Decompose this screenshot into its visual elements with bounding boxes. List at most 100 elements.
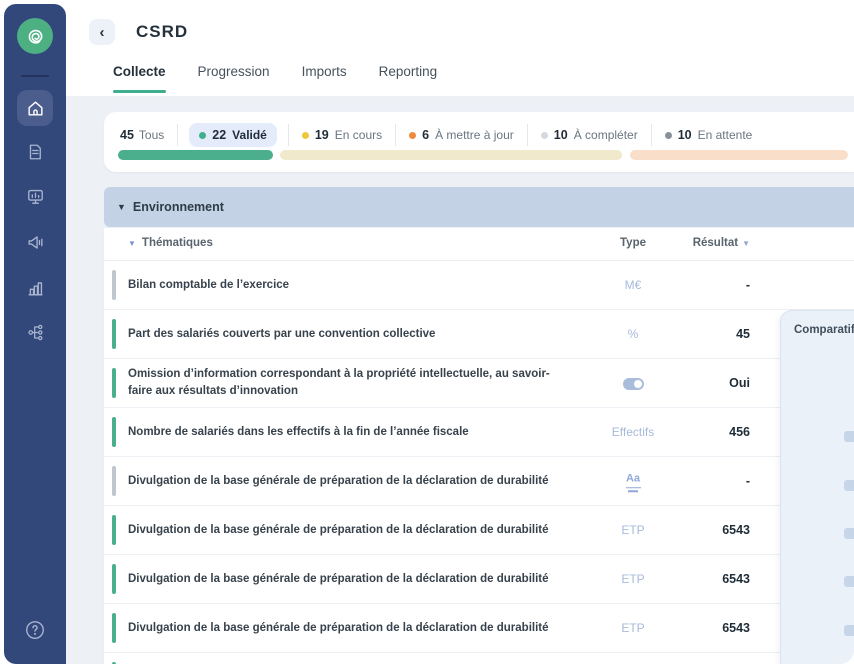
comparatif-skeleton-bar <box>844 480 854 491</box>
filter-count: 22 <box>212 128 227 142</box>
row-result: 6543 <box>722 572 750 586</box>
filter-à-mettre-à-jour[interactable]: 6 À mettre à jour <box>407 128 516 142</box>
row-status-bar <box>112 613 116 643</box>
row-status-bar <box>112 564 116 594</box>
progress-segment <box>280 150 622 160</box>
row-status-bar <box>112 368 116 398</box>
column-thematiques-label: Thématiques <box>141 237 213 249</box>
filter-en-attente[interactable]: 10 En attente <box>663 128 755 142</box>
help-button[interactable] <box>21 618 49 646</box>
sidebar-item-announcements[interactable] <box>17 224 53 260</box>
table-row[interactable]: Bilan comptable de l’exercice M€ - <box>104 261 854 310</box>
filter-separator <box>177 124 179 146</box>
table-row[interactable]: Divulgation de la base générale de prépa… <box>104 555 854 604</box>
table-header-row: ▼ Thématiques Type Résultat ▼ <box>104 228 854 261</box>
main-content: 45 Tous 22 Validé 19 En cours 6 À mettre à jo… <box>66 96 854 664</box>
row-result: - <box>745 278 750 292</box>
sidebar-item-documents[interactable] <box>17 134 53 170</box>
row-label: Divulgation de la base générale de prépa… <box>128 474 549 487</box>
row-label: Nombre de salariés dans les effectifs à … <box>128 425 469 438</box>
filter-separator <box>395 124 397 146</box>
table-row[interactable]: Nombre de salariés dans les effectifs à … <box>104 408 854 457</box>
filter-count: 10 <box>677 128 692 142</box>
status-dot-icon <box>199 131 207 139</box>
tab-reporting[interactable]: Reporting <box>378 64 438 79</box>
filter-count: 6 <box>422 128 430 142</box>
row-type: Effectifs <box>611 425 655 439</box>
row-label: Divulgation de la base générale de prépa… <box>128 621 549 634</box>
row-result: - <box>745 474 750 488</box>
section-title: Environnement <box>132 200 224 214</box>
megaphone-icon <box>26 233 45 252</box>
comparatif-skeleton-bar <box>844 431 854 442</box>
sidebar <box>4 4 66 664</box>
data-table: ▼ Thématiques Type Résultat ▼ Bilan compt… <box>104 228 854 664</box>
row-label: Divulgation de la base générale de prépa… <box>128 572 549 585</box>
row-status-bar <box>112 319 116 349</box>
tab-collecte[interactable]: Collecte <box>113 64 166 93</box>
row-type <box>593 376 673 390</box>
filter-en-cours[interactable]: 19 En cours <box>300 128 384 142</box>
filter-validé[interactable]: 22 Validé <box>189 123 277 147</box>
row-status-bar <box>112 270 116 300</box>
row-type: % <box>627 327 639 341</box>
row-label: Part des salariés couverts par une conve… <box>128 327 436 340</box>
row-label: Omission d’information correspondant à l… <box>128 368 550 397</box>
sidebar-item-analytics[interactable] <box>17 270 53 306</box>
row-type: M€ <box>624 278 642 292</box>
table-row[interactable]: Divulgation de la base générale de prépa… <box>104 604 854 653</box>
row-status-bar <box>112 662 116 664</box>
row-status-bar <box>112 466 116 496</box>
comparatif-skeleton-bar <box>844 528 854 539</box>
comparatif-title: Comparatif <box>794 324 854 336</box>
comparatif-skeleton-bar <box>844 625 854 636</box>
row-type: ETP <box>621 572 645 586</box>
filter-label: En attente <box>697 128 753 142</box>
section-header-environnement[interactable]: ▼ Environnement <box>104 187 854 227</box>
bar-chart-icon <box>26 279 45 298</box>
document-icon <box>26 143 44 161</box>
table-row[interactable]: Part des salariés couverts par une conve… <box>104 310 854 359</box>
row-result: 45 <box>736 327 750 341</box>
row-result: 6543 <box>722 621 750 635</box>
org-chart-icon <box>26 323 45 342</box>
filter-all[interactable]: 45 Tous <box>118 128 166 142</box>
row-label: Divulgation de la base générale de prépa… <box>128 523 549 536</box>
chevron-left-icon: ‹ <box>99 23 105 41</box>
text-format-icon: Aa <box>625 473 641 492</box>
filter-all-count: 45 <box>120 128 134 142</box>
tab-imports[interactable]: Imports <box>301 64 347 79</box>
back-button[interactable]: ‹ <box>89 19 115 45</box>
status-dot-icon <box>301 131 309 139</box>
status-dot-icon <box>664 131 672 139</box>
tab-progression[interactable]: Progression <box>197 64 270 79</box>
status-filter-card: 45 Tous 22 Validé 19 En cours 6 À mettre à jo… <box>104 112 854 172</box>
filter-label: En cours <box>334 128 383 142</box>
home-icon <box>26 99 45 118</box>
table-row[interactable]: Divulgation de la base générale de prépa… <box>104 457 854 506</box>
table-row[interactable]: Divulgation de la base générale de prépa… <box>104 506 854 555</box>
status-dot-icon <box>540 131 548 139</box>
brand-logo-icon[interactable] <box>17 18 53 54</box>
tabs: Collecte Progression Imports Reporting <box>113 64 437 93</box>
filter-all-label: Tous <box>138 128 165 142</box>
table-row[interactable] <box>104 653 854 664</box>
column-resultat[interactable]: Résultat ▼ <box>660 237 750 249</box>
toggle-on-icon <box>622 377 644 390</box>
row-result: 456 <box>729 425 750 439</box>
filter-separator <box>526 124 528 146</box>
dropdown-caret-icon: ▼ <box>128 238 136 248</box>
table-row[interactable]: Omission d’information correspondant à l… <box>104 359 854 408</box>
column-type: Type <box>620 237 646 249</box>
progress-segment <box>118 150 273 160</box>
filter-à-compléter[interactable]: 10 À compléter <box>539 128 640 142</box>
sidebar-item-organization[interactable] <box>17 314 53 350</box>
sidebar-item-dashboard[interactable] <box>17 178 53 214</box>
progress-segment <box>630 150 848 160</box>
filter-count: 19 <box>314 128 329 142</box>
sidebar-item-home[interactable] <box>17 90 53 126</box>
row-type: Aa <box>593 470 673 492</box>
filter-label: Validé <box>232 128 267 142</box>
column-thematiques[interactable]: ▼ Thématiques <box>128 237 213 249</box>
